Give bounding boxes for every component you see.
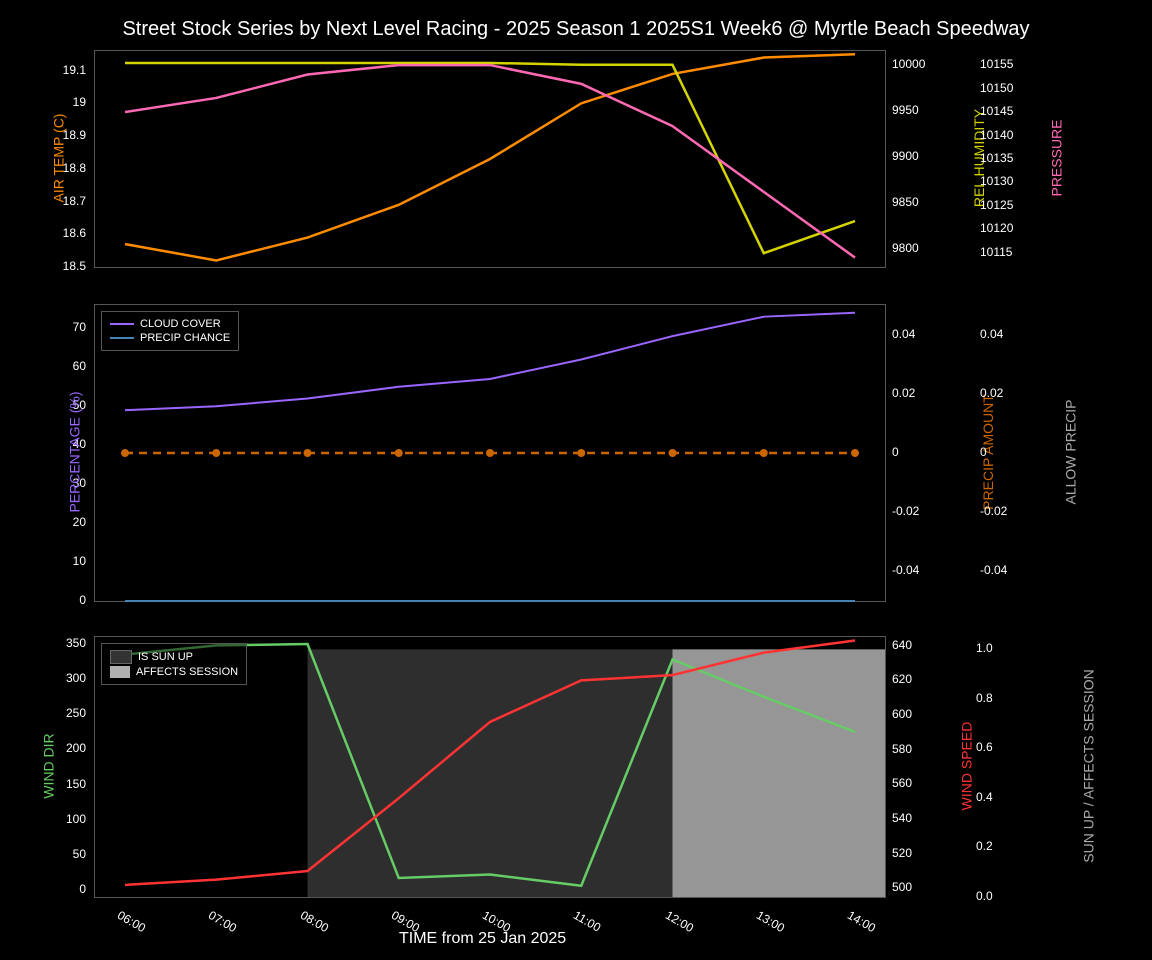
legend-cloud-label: CLOUD COVER (140, 318, 221, 330)
legend-panel3: IS SUN UP AFFECTS SESSION (101, 643, 247, 685)
panel-precipitation: CLOUD COVER PRECIP CHANCE (94, 304, 886, 602)
legend-panel2: CLOUD COVER PRECIP CHANCE (101, 311, 239, 351)
page-title: Street Stock Series by Next Level Racing… (0, 18, 1152, 41)
panel-temperature (94, 50, 886, 268)
panel-wind: IS SUN UP AFFECTS SESSION (94, 636, 886, 898)
x-axis-label: TIME from 25 Jan 2025 (399, 930, 566, 948)
legend-sun-label: IS SUN UP (138, 651, 193, 663)
legend-precip-label: PRECIP CHANCE (140, 332, 230, 344)
legend-affects-label: AFFECTS SESSION (136, 666, 238, 678)
